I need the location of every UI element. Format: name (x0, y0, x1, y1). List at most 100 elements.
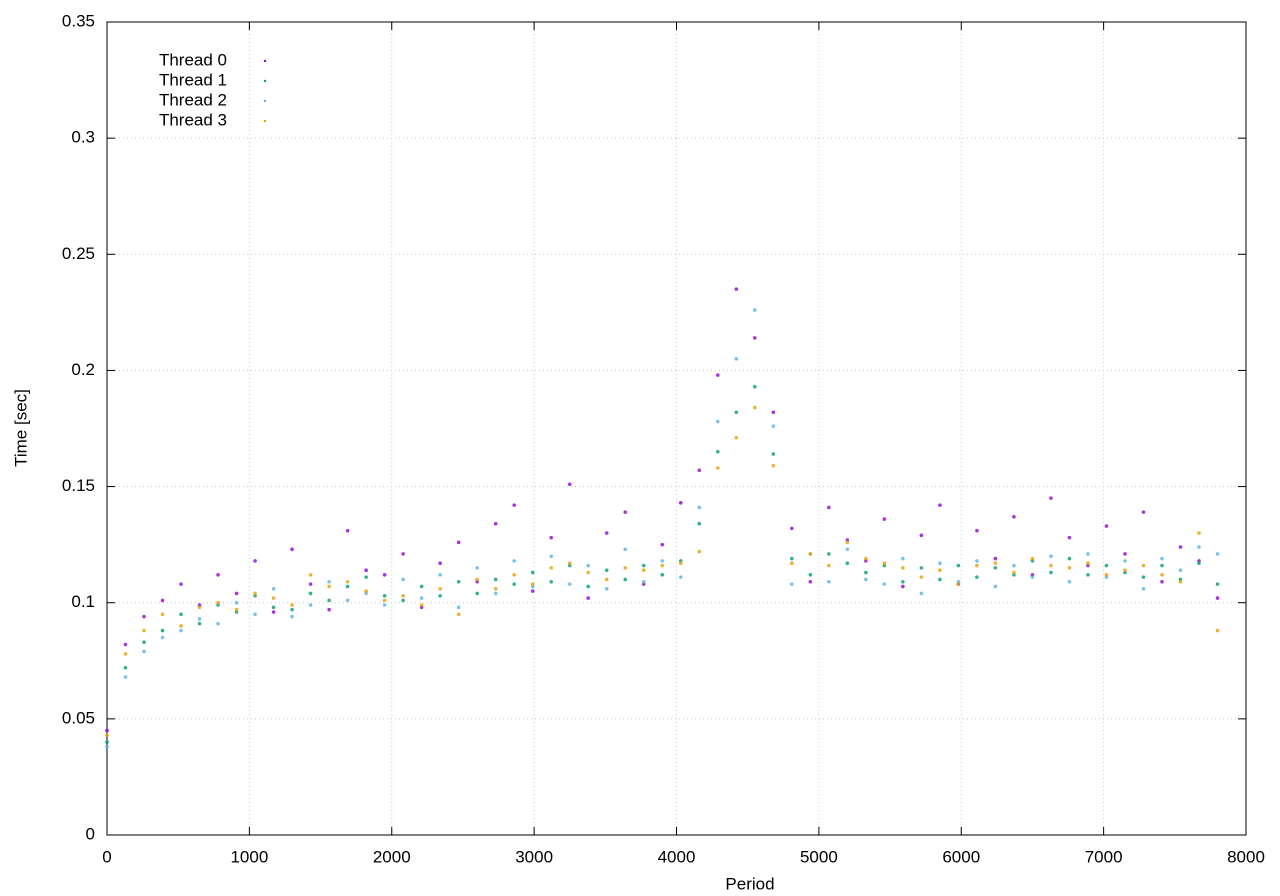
point (604, 531, 609, 535)
point (1160, 563, 1164, 568)
x-axis-label: Period (725, 874, 774, 893)
point (771, 452, 776, 456)
point (530, 570, 535, 575)
point (401, 577, 405, 582)
point (1104, 563, 1109, 568)
point (1012, 514, 1016, 519)
point (1012, 563, 1016, 568)
point (549, 566, 554, 570)
point (308, 591, 313, 596)
point (549, 535, 554, 540)
point (1030, 575, 1035, 579)
x-tick-label: 1000 (230, 847, 268, 866)
point (715, 373, 720, 377)
point (290, 607, 294, 612)
point (179, 624, 183, 628)
legend-label: Thread 0 (159, 50, 227, 69)
point (1067, 580, 1072, 584)
point (1104, 524, 1109, 528)
legend-label: Thread 1 (159, 70, 227, 89)
point (1160, 556, 1164, 561)
x-tick-label: 7000 (1085, 847, 1123, 866)
point (697, 549, 702, 554)
point (753, 308, 757, 312)
point (1123, 559, 1127, 563)
point (1160, 573, 1164, 577)
point (623, 566, 628, 570)
point (123, 652, 128, 656)
point (456, 612, 461, 617)
point (1215, 596, 1220, 600)
point (179, 582, 183, 586)
point (623, 547, 628, 552)
legend-marker (263, 119, 267, 123)
point (623, 510, 628, 514)
point (753, 384, 757, 389)
x-tick-label: 4000 (658, 847, 696, 866)
x-tick-label: 5000 (800, 847, 838, 866)
point (438, 561, 442, 566)
point (142, 614, 146, 619)
point (327, 580, 331, 584)
point (271, 596, 276, 600)
point (493, 577, 498, 582)
point (567, 482, 572, 487)
plot-frame (106, 21, 1247, 836)
point (456, 540, 461, 545)
point (530, 582, 535, 586)
point (993, 561, 998, 566)
point (660, 559, 665, 563)
point (1086, 573, 1090, 577)
point (919, 533, 924, 538)
point (179, 628, 183, 633)
point (678, 501, 683, 505)
point (901, 580, 905, 584)
point (216, 621, 220, 626)
point (382, 603, 387, 607)
point (678, 575, 683, 579)
point (1086, 561, 1090, 566)
point (401, 593, 405, 598)
point (771, 424, 776, 428)
y-tick-label: 0.1 (71, 592, 95, 611)
point (790, 526, 794, 531)
point (993, 556, 998, 561)
legend-marker (263, 79, 267, 83)
y-axis-label: Time [sec] (11, 389, 30, 467)
point (808, 580, 813, 584)
point (808, 552, 813, 556)
point (1067, 556, 1072, 561)
point (512, 573, 516, 577)
point (993, 584, 998, 589)
point (734, 410, 739, 415)
point (160, 598, 165, 603)
point (975, 559, 979, 563)
point (345, 528, 350, 533)
point (864, 570, 868, 575)
y-tick-label: 0.35 (62, 11, 95, 30)
point (382, 598, 387, 603)
point (512, 503, 516, 507)
point (419, 584, 424, 589)
point (105, 728, 109, 733)
point (1012, 570, 1016, 575)
point (975, 528, 979, 533)
legend-label: Thread 2 (159, 90, 227, 109)
point (327, 607, 331, 612)
x-tick-label: 2000 (373, 847, 411, 866)
point (271, 586, 276, 591)
point (345, 584, 350, 589)
point (808, 573, 813, 577)
point (753, 405, 757, 410)
point (771, 410, 776, 415)
point (327, 598, 331, 603)
point (142, 649, 146, 654)
y-tick-label: 0 (86, 824, 95, 843)
point (956, 563, 961, 568)
point (549, 580, 554, 584)
point (493, 521, 498, 526)
point (827, 580, 831, 584)
point (753, 336, 757, 340)
point (623, 577, 628, 582)
point (253, 559, 257, 563)
